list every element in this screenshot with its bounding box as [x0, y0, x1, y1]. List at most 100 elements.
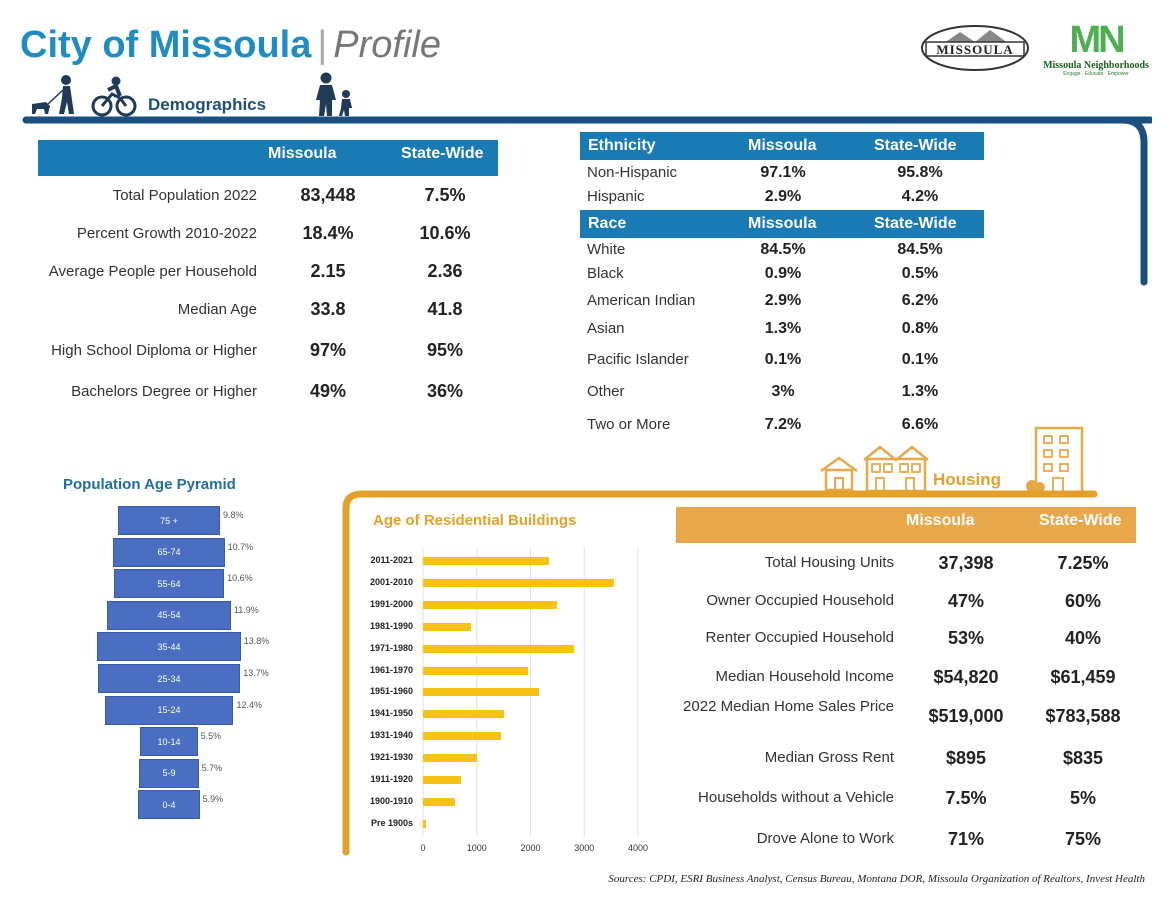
demographics-row-missoula: 33.8 [310, 299, 346, 319]
demographics-row-state: 41.8 [427, 299, 463, 319]
housing-row-missoula: 53% [947, 628, 985, 648]
pyramid-bar: 10-14 [140, 727, 198, 757]
race-row-state: 6.6% [901, 416, 939, 433]
demographics-row-missoula: 49% [309, 381, 347, 401]
buildings-bar [423, 754, 477, 763]
housing-title: Housing [933, 470, 1001, 489]
pyramid-bar: 55-64 [113, 569, 225, 599]
demographics-row-missoula: 97% [309, 340, 347, 360]
buildings-bar [423, 776, 461, 784]
housing-row-missoula: 7.5% [945, 788, 987, 808]
buildings-bar [423, 797, 456, 806]
pyramid-bar-label: 35-44 [157, 641, 181, 652]
housing-col-state: State-Wide [1039, 512, 1122, 529]
housing-row-state: $783,588 [1045, 706, 1121, 726]
pyramid-bar: 5-9 [139, 758, 199, 788]
pyramid-bar-label: 15-24 [157, 705, 181, 716]
race-header: Race [588, 215, 627, 232]
housing-row-state: 5% [1069, 788, 1096, 808]
mn-name: Missoula Neighborhoods [1043, 60, 1149, 71]
demographics-row-label: Average People per Household [48, 263, 257, 280]
ethnicity-header-bar [580, 132, 984, 160]
buildings-x-tick: 2000 [520, 843, 541, 853]
pyramid-bar: 75 + [118, 506, 220, 535]
buildings-bar [423, 557, 550, 565]
race-col-missoula: Missoula [748, 215, 817, 232]
race-row-label: Pacific Islander [587, 351, 689, 368]
buildings-category-label: 1971-1980 [369, 642, 413, 653]
buildings-category-label: 1951-1960 [369, 686, 413, 697]
pyramid-bar-label: 5-9 [162, 768, 176, 779]
family-icon [316, 72, 352, 116]
housing-row-label: Median Household Income [715, 668, 894, 685]
race-col-state: State-Wide [874, 215, 957, 232]
pyramid-bar: 0-4 [138, 790, 200, 820]
race-row-label: Asian [587, 320, 625, 337]
ethnicity-row-state: 95.8% [897, 164, 943, 181]
pyramid-title: Population Age Pyramid [63, 476, 236, 493]
housing-header-bar [676, 507, 1136, 543]
housing-row-label: Drove Alone to Work [756, 830, 894, 847]
pyramid-bar: 65-74 [113, 537, 225, 567]
housing-row-state: 60% [1064, 591, 1102, 611]
apartment-building-icon [1026, 426, 1084, 494]
pyramid-bar: 35-44 [97, 632, 241, 662]
housing-row-state: 75% [1064, 829, 1102, 849]
housing-row-missoula: 37,398 [938, 553, 994, 573]
demographics-row-label: Median Age [177, 301, 257, 318]
ethnicity-header: Ethnicity [588, 137, 656, 154]
pyramid-bar-label: 75 + [160, 515, 178, 526]
housing-row-missoula: 47% [947, 591, 985, 611]
housing-border [342, 490, 1098, 856]
ethnicity-row-missoula: 97.1% [760, 164, 806, 181]
housing-row-state: $835 [1062, 748, 1104, 768]
demographics-header-bar [38, 140, 498, 176]
pyramid-value-label: 5.5% [200, 731, 222, 742]
buildings-bar [423, 710, 504, 719]
pyramid-bar: 25-34 [97, 664, 241, 693]
demographics-col-state: State-Wide [401, 145, 484, 162]
mn-tagline: Engage · Educate · Empower [1063, 71, 1129, 77]
demographics-row-label: Bachelors Degree or Higher [71, 383, 257, 400]
buildings-category-label: 1991-2000 [369, 598, 413, 609]
pyramid-value-label: 10.6% [227, 573, 253, 584]
sources-note: Sources: CPDI, ESRI Business Analyst, Ce… [608, 873, 1145, 885]
person-dog-icon [32, 75, 74, 114]
pyramid-value-label: 10.7% [227, 541, 254, 552]
housing-row-state: 7.25% [1057, 553, 1109, 573]
ethnicity-col-state: State-Wide [874, 137, 957, 154]
title-separator: | [317, 24, 328, 66]
demographics-row-label: Percent Growth 2010-2022 [76, 225, 257, 242]
housing-row-state: $61,459 [1050, 667, 1116, 687]
ethnicity-row-label: Non-Hispanic [587, 164, 678, 181]
buildings-category-label: 1911-1920 [370, 774, 413, 784]
housing-col-missoula: Missoula [906, 512, 975, 529]
housing-row-label: Renter Occupied Household [705, 629, 894, 646]
race-row-state: 0.1% [901, 351, 939, 368]
buildings-gridlines [422, 548, 639, 836]
race-row-state: 0.8% [901, 320, 939, 337]
pyramid-value-label: 13.8% [243, 636, 270, 647]
buildings-category-label: Pre 1900s [370, 817, 413, 828]
pyramid-value-label: 5.7% [201, 762, 223, 773]
race-row-missoula: 2.9% [764, 292, 802, 309]
buildings-bar [423, 666, 528, 675]
bicycle-icon [91, 76, 137, 117]
race-row-state: 0.5% [901, 265, 939, 282]
pyramid-value-label: 12.4% [236, 699, 262, 710]
demographics-row-missoula: 18.4% [302, 223, 354, 243]
buildings-category-label: 1931-1940 [369, 730, 413, 741]
race-row-label: White [587, 241, 626, 258]
demographics-title: Demographics [148, 95, 267, 114]
housing-row-label: Median Gross Rent [764, 749, 894, 766]
demographics-row-label: High School Diploma or Higher [51, 342, 257, 359]
buildings-title: Age of Residential Buildings [373, 512, 577, 529]
housing-row-label: Households without a Vehicle [698, 789, 894, 806]
buildings-bar [423, 578, 614, 587]
housing-row-missoula: $519,000 [928, 706, 1004, 726]
pyramid-bar-label: 65-74 [157, 547, 181, 558]
ethnicity-row-label: Hispanic [587, 188, 645, 205]
race-row-state: 6.2% [901, 292, 939, 309]
title-main: City of Missoula [20, 24, 312, 66]
race-row-missoula: 84.5% [760, 241, 806, 258]
